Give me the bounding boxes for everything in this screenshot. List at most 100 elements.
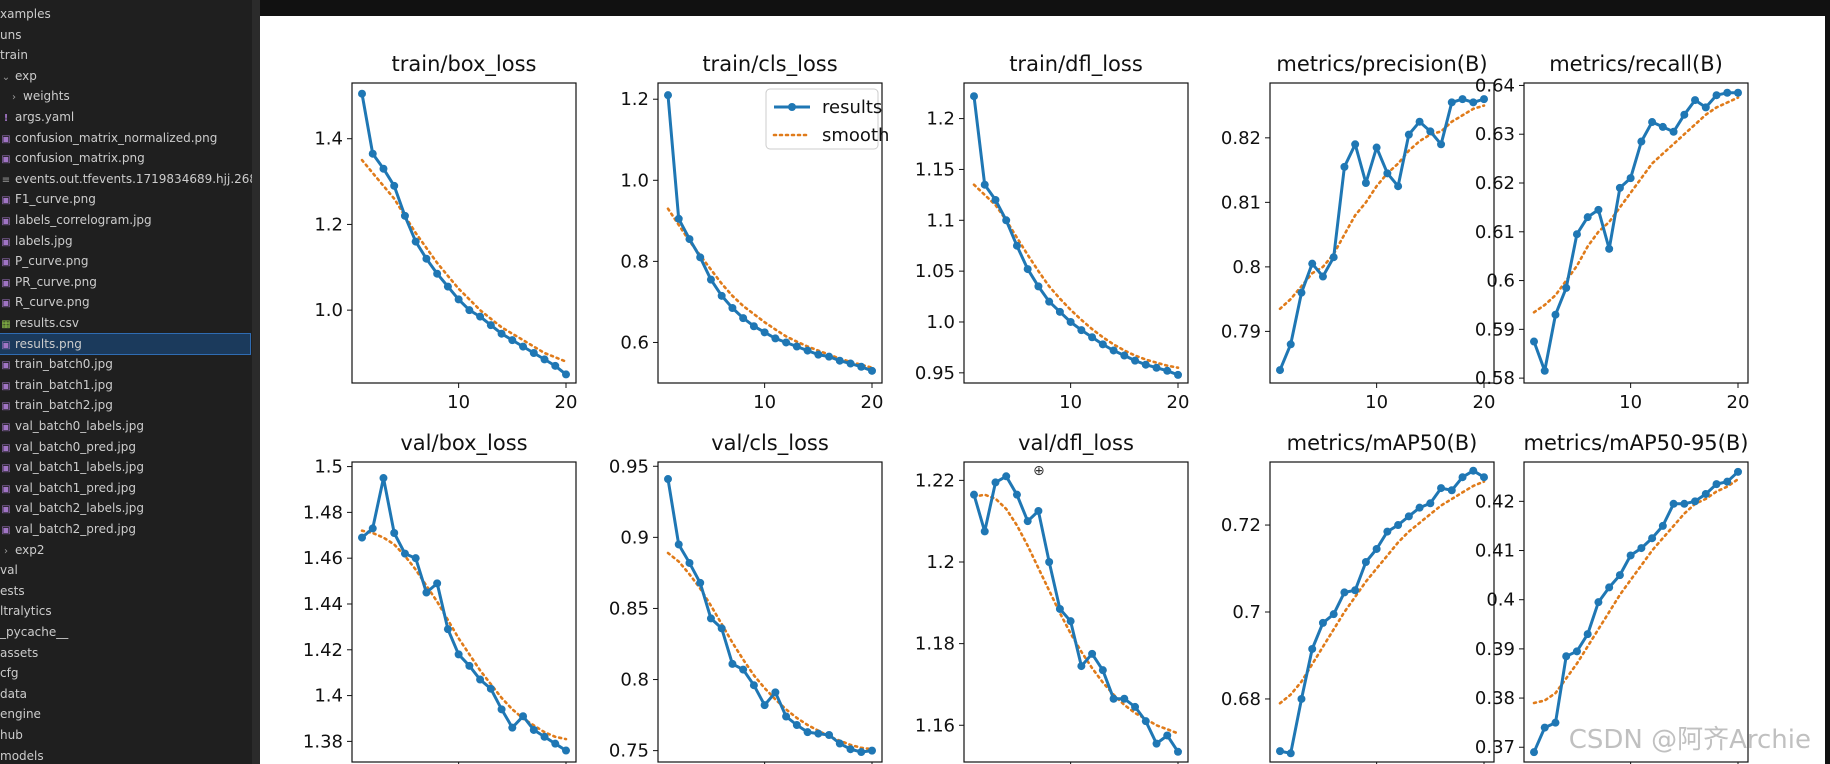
- results-data-point: [1469, 98, 1478, 107]
- results-data-point: [970, 490, 978, 499]
- smooth-series-line: [972, 493, 1180, 735]
- results-data-point: [1034, 282, 1043, 291]
- sidebar-item[interactable]: ▣ results.png: [0, 332, 251, 355]
- plot-frame: [351, 82, 577, 384]
- results-image: train/box_loss 1.0 1.2 1.4 10 20 train/cls_los…: [260, 16, 1825, 764]
- results-data-point: [1351, 586, 1360, 595]
- results-data-point: [529, 349, 538, 357]
- chart-panel: train/box_loss 1.0 1.2 1.4 10 20: [314, 52, 577, 413]
- y-tick-label: 1.4: [314, 129, 343, 150]
- sidebar-item[interactable]: ▣ labels.jpg: [0, 231, 72, 251]
- results-data-point: [760, 328, 769, 337]
- sidebar-item-label: ests: [0, 583, 25, 598]
- y-tick-label: 0.8: [620, 251, 649, 272]
- results-data-point: [717, 624, 726, 633]
- sidebar-item-label: train_batch2.jpg: [15, 398, 113, 413]
- y-tick-label: 1.38: [303, 731, 343, 752]
- image-file-icon: ▣: [1, 154, 11, 166]
- sidebar-item-label: exp2: [15, 542, 45, 557]
- sidebar-item[interactable]: ests: [0, 581, 25, 601]
- y-tick-label: 1.05: [915, 261, 955, 282]
- results-data-point: [390, 528, 399, 537]
- sidebar-item[interactable]: val: [0, 560, 18, 580]
- results-data-point: [1562, 283, 1571, 292]
- legend-results-marker: [788, 103, 796, 111]
- results-data-point: [696, 578, 705, 587]
- sidebar-item[interactable]: ▦ results.csv: [0, 313, 79, 333]
- y-tick-label: 1.48: [303, 502, 343, 523]
- results-data-point: [1394, 521, 1403, 530]
- x-tick-label: 10: [447, 392, 470, 413]
- results-data-point: [749, 681, 758, 690]
- sidebar-item[interactable]: ▣ labels_correlogram.jpg: [0, 210, 151, 230]
- results-data-point: [771, 334, 780, 343]
- results-data-point: [1077, 662, 1086, 671]
- sidebar-item[interactable]: › weights: [0, 86, 70, 106]
- results-data-point: [1540, 723, 1549, 732]
- results-data-point: [1723, 477, 1732, 486]
- sidebar-item-label: F1_curve.png: [15, 192, 96, 207]
- sidebar-item[interactable]: train: [0, 45, 28, 65]
- chart-title: metrics/precision(B): [1276, 52, 1487, 76]
- sidebar-item[interactable]: ▣ PR_curve.png: [0, 272, 97, 292]
- results-data-point: [540, 355, 549, 364]
- sidebar-item[interactable]: ! args.yaml: [0, 107, 75, 127]
- sidebar-item[interactable]: ▣ val_batch2_pred.jpg: [0, 519, 136, 539]
- sidebar-item[interactable]: › exp2: [0, 540, 45, 560]
- sidebar-item[interactable]: ▣ confusion_matrix_normalized.png: [0, 128, 217, 148]
- sidebar-item[interactable]: ▣ val_batch0_pred.jpg: [0, 437, 136, 457]
- sidebar-item[interactable]: ▣ val_batch2_labels.jpg: [0, 498, 144, 518]
- sidebar-item-label: R_curve.png: [15, 295, 90, 310]
- sidebar-item[interactable]: ≡ events.out.tfevents.1719834689.hjj.2680…: [0, 169, 252, 189]
- results-data-point: [465, 306, 474, 315]
- sidebar-item[interactable]: data: [0, 684, 27, 704]
- results-data-point: [706, 275, 715, 284]
- results-data-point: [846, 359, 855, 368]
- y-tick-label: 0.6: [1486, 271, 1515, 292]
- sidebar-item[interactable]: ⌄ exp: [0, 66, 37, 86]
- sidebar-item[interactable]: _pycache__: [0, 622, 68, 642]
- sidebar-item[interactable]: cfg: [0, 663, 18, 683]
- sidebar-item[interactable]: ▣ R_curve.png: [0, 292, 90, 312]
- y-tick-label: 0.79: [1221, 321, 1261, 342]
- sidebar-item[interactable]: ▣ val_batch1_pred.jpg: [0, 478, 136, 498]
- sidebar-item[interactable]: hub: [0, 725, 23, 745]
- sidebar-item[interactable]: ▣ P_curve.png: [0, 251, 88, 271]
- sidebar-item[interactable]: ▣ val_batch1_labels.jpg: [0, 457, 144, 477]
- results-data-point: [846, 745, 855, 754]
- results-data-point: [497, 705, 506, 714]
- results-data-point: [980, 180, 989, 189]
- results-series-line: [666, 478, 873, 754]
- sidebar-item-label: weights: [23, 89, 70, 104]
- sidebar-item[interactable]: assets: [0, 643, 38, 663]
- smooth-series-line: [1278, 480, 1486, 705]
- sidebar-item[interactable]: ▣ val_batch0_labels.jpg: [0, 416, 144, 436]
- sidebar-item[interactable]: ▣ train_batch0.jpg: [0, 354, 113, 374]
- sidebar-item[interactable]: models: [0, 746, 44, 764]
- results-data-point: [771, 688, 780, 697]
- results-data-point: [1572, 647, 1581, 656]
- chevron-right-icon: ›: [12, 92, 16, 104]
- sidebar-item-label: train_batch1.jpg: [15, 377, 113, 392]
- y-tick-label: 0.82: [1221, 128, 1261, 149]
- results-data-point: [1383, 527, 1392, 536]
- sidebar-splitter[interactable]: [252, 0, 260, 764]
- results-data-point: [529, 725, 538, 734]
- results-series-line: [972, 96, 1179, 377]
- sidebar-item[interactable]: ▣ train_batch2.jpg: [0, 395, 113, 415]
- results-data-point: [1404, 130, 1413, 139]
- results-data-point: [1734, 467, 1742, 476]
- sidebar-item[interactable]: engine: [0, 704, 41, 724]
- sidebar-item[interactable]: xamples: [0, 4, 51, 24]
- sidebar-item[interactable]: ltralytics: [0, 601, 52, 621]
- sidebar-item[interactable]: ▣ F1_curve.png: [0, 189, 96, 209]
- results-data-point: [803, 728, 812, 737]
- results-data-point: [1701, 103, 1710, 112]
- results-data-point: [1276, 366, 1284, 375]
- smooth-series-line: [360, 158, 568, 363]
- sidebar-item[interactable]: ▣ train_batch1.jpg: [0, 375, 113, 395]
- results-data-point: [857, 362, 866, 371]
- results-data-point: [1120, 351, 1129, 360]
- sidebar-item[interactable]: ▣ confusion_matrix.png: [0, 148, 144, 168]
- sidebar-item[interactable]: uns: [0, 25, 21, 45]
